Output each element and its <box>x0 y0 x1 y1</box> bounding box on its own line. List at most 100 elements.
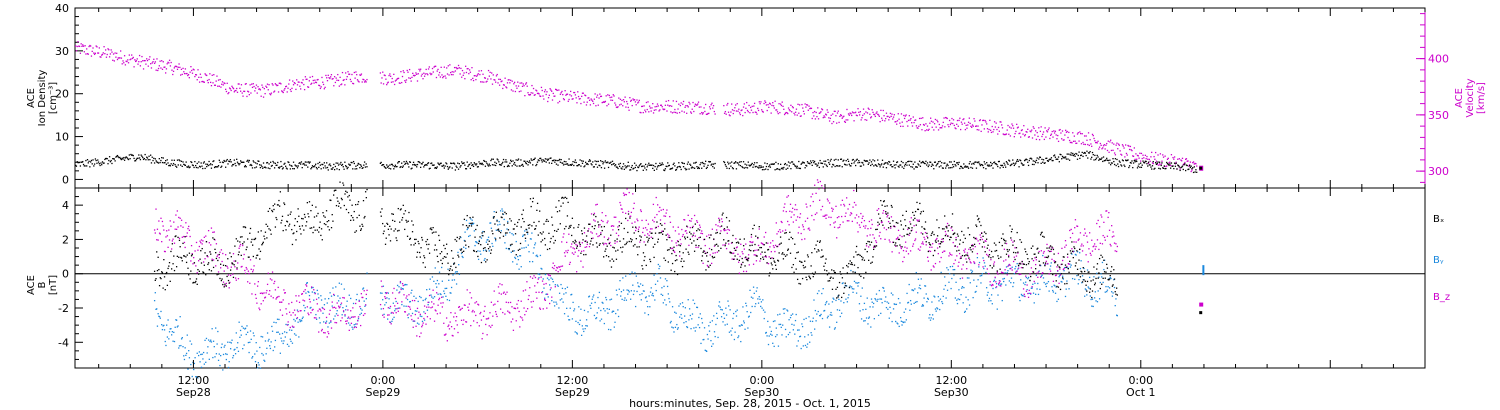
density-point <box>641 165 644 167</box>
velocity-point <box>408 68 411 71</box>
bz-point <box>184 246 186 249</box>
velocity-point <box>283 89 285 91</box>
velocity-point <box>191 72 194 74</box>
bz-point <box>431 301 433 303</box>
by-point <box>533 247 535 249</box>
by-point <box>735 310 737 313</box>
bz-point <box>569 261 571 264</box>
density-point <box>567 164 569 166</box>
density-point <box>810 161 813 164</box>
density-point <box>636 169 638 172</box>
density-point <box>638 165 640 167</box>
bz-point <box>475 314 477 317</box>
bz-point <box>588 228 590 230</box>
bz-point <box>555 269 557 271</box>
density-point <box>592 166 595 168</box>
density-point <box>630 166 633 169</box>
bz-point <box>366 289 368 291</box>
by-point <box>162 325 164 327</box>
density-point <box>285 165 287 167</box>
by-point <box>1053 284 1055 286</box>
velocity-point <box>723 112 726 114</box>
by-point <box>940 271 942 274</box>
density-point <box>75 164 77 167</box>
density-point <box>160 159 162 162</box>
density-point <box>750 164 752 167</box>
velocity-point <box>863 113 865 115</box>
bz-point <box>423 317 425 320</box>
by-point <box>935 310 937 312</box>
density-point <box>105 157 107 160</box>
density-point <box>509 162 511 164</box>
by-point <box>431 276 434 278</box>
bz-point <box>561 241 563 243</box>
density-point <box>1123 164 1125 166</box>
velocity-point <box>672 100 674 102</box>
bz-point <box>470 324 472 327</box>
density-point <box>772 163 774 165</box>
bz-point <box>392 312 394 314</box>
density-point <box>662 163 664 166</box>
by-point <box>315 313 317 316</box>
by-point <box>510 251 512 253</box>
velocity-point <box>1150 156 1152 158</box>
velocity-point <box>1173 158 1175 160</box>
bz-point <box>270 295 272 297</box>
by-point <box>826 317 829 319</box>
by-point <box>1068 288 1070 290</box>
by-point <box>939 298 942 300</box>
bz-point <box>163 250 166 253</box>
bz-point <box>654 216 656 219</box>
bz-point <box>323 332 325 334</box>
density-point <box>99 164 101 167</box>
density-point <box>260 164 262 166</box>
bz-point <box>362 314 365 317</box>
density-point <box>351 161 353 164</box>
velocity-point <box>660 104 662 106</box>
velocity-point <box>208 78 210 81</box>
velocity-point <box>831 122 833 125</box>
by-point <box>485 241 488 243</box>
density-point <box>245 166 247 168</box>
by-point <box>225 358 228 361</box>
by-point <box>987 291 989 294</box>
by-point <box>425 297 427 300</box>
by-point <box>518 268 520 270</box>
by-point <box>801 323 803 325</box>
density-point <box>116 154 119 157</box>
velocity-point <box>598 97 600 99</box>
velocity-point <box>491 72 493 74</box>
by-point <box>303 304 305 307</box>
velocity-point <box>470 79 472 81</box>
bz-point <box>520 300 522 302</box>
density-point <box>868 162 870 164</box>
density-point <box>866 160 868 162</box>
by-point <box>720 316 723 318</box>
density-point <box>802 161 805 164</box>
by-point <box>907 301 910 304</box>
velocity-point <box>447 65 449 67</box>
density-point <box>232 163 234 166</box>
velocity-point <box>145 63 147 65</box>
velocity-point <box>1050 134 1052 136</box>
by-point <box>834 327 836 329</box>
by-point <box>762 309 765 311</box>
bz-point <box>188 225 190 228</box>
density-point <box>1071 154 1073 156</box>
by-point <box>244 327 247 329</box>
by-point <box>1023 295 1025 297</box>
density-point <box>311 165 314 167</box>
velocity-point <box>711 102 713 104</box>
by-point <box>161 324 163 326</box>
bz-point <box>261 292 263 294</box>
bz-point <box>636 218 638 220</box>
velocity-point <box>576 102 578 104</box>
velocity-point <box>508 79 510 81</box>
bz-point <box>679 255 681 257</box>
bz-point <box>533 275 535 277</box>
bz-point <box>480 311 482 314</box>
velocity-point <box>766 109 768 112</box>
by-point <box>885 296 887 298</box>
velocity-point <box>1076 142 1078 144</box>
density-point <box>465 168 467 170</box>
